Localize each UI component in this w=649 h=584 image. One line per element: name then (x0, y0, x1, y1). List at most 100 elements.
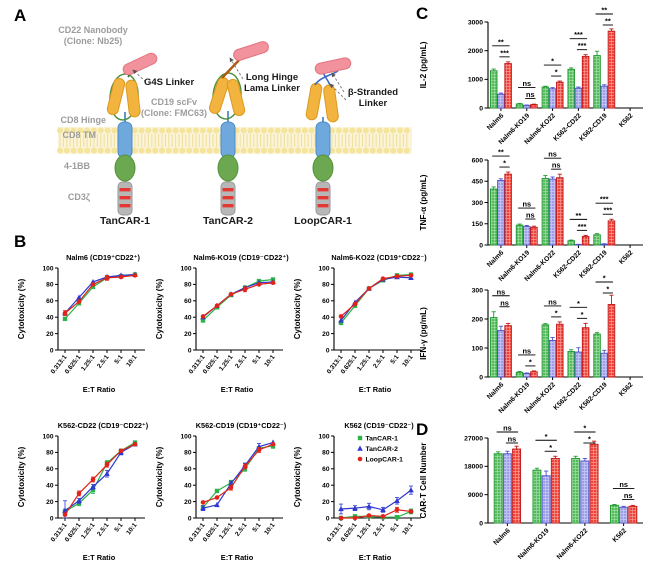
svg-text:80: 80 (322, 282, 330, 289)
svg-text:TNF-α (pg/mL): TNF-α (pg/mL) (419, 174, 428, 230)
svg-text:K562: K562 (618, 381, 635, 398)
svg-text:18000: 18000 (464, 464, 483, 471)
svg-text:ns: ns (522, 200, 531, 209)
chart-cytotoxicity-nalm6-ko19: Nalm6-KO19 (CD19⁻CD22⁺) Cytotoxicity (%) 0… (150, 246, 289, 414)
svg-text:*: * (545, 432, 548, 441)
svg-text:1000: 1000 (468, 77, 483, 84)
svg-text:3000: 3000 (468, 19, 483, 26)
svg-text:60: 60 (184, 466, 192, 473)
chart-tnf-alpha: TNF-α (pg/mL) 0 150 300 450 600 Nalm6 ** * Nalm6-… (412, 148, 649, 294)
svg-text:E:T Ratio: E:T Ratio (221, 385, 254, 394)
svg-text:600: 600 (472, 157, 484, 164)
car-construct-diagram (57, 41, 412, 216)
chart-cytotoxicity-nalm6: Nalm6 (CD19⁺CD22⁺) Cytotoxicity (%) 0 20 40 6… (12, 246, 148, 414)
svg-text:0: 0 (50, 347, 54, 354)
svg-text:0: 0 (188, 515, 192, 522)
chart-cytotoxicity-k562-cd22: K562-CD22 (CD19⁻CD22⁺) Cytotoxicity (%) 0 2… (12, 414, 149, 582)
svg-text:1.25:1: 1.25:1 (356, 522, 373, 541)
svg-text:0: 0 (479, 105, 483, 112)
svg-text:2.5:1: 2.5:1 (96, 522, 111, 538)
svg-text:***: *** (604, 206, 613, 215)
chart-cart-cell-number: CAR-T Cell Number 0 9000 18000 27000 Nalm6 ns n… (412, 424, 649, 584)
svg-text:Nalm6: Nalm6 (486, 112, 506, 132)
svg-text:5:1: 5:1 (113, 354, 124, 366)
bar-chart-tnfa: TNF-α (pg/mL)0150300450600Nalm6***Nalm6-… (419, 148, 643, 283)
svg-text:0: 0 (479, 242, 483, 249)
label-tancar-2: TanCAR-2 (203, 215, 253, 227)
svg-text:Nalm6-KO22 (CD19⁺CD22⁻): Nalm6-KO22 (CD19⁺CD22⁻) (331, 253, 427, 262)
svg-text:20: 20 (322, 499, 330, 506)
svg-text:1.25:1: 1.25:1 (218, 522, 235, 541)
svg-text:Cytotoxicity (%): Cytotoxicity (%) (155, 446, 164, 507)
svg-text:TanCAR-1: TanCAR-1 (366, 435, 399, 442)
svg-text:40: 40 (184, 483, 192, 490)
svg-text:Nalm6: Nalm6 (492, 527, 512, 547)
svg-text:*: * (529, 357, 532, 366)
svg-text:ns: ns (526, 211, 535, 220)
svg-text:*: * (555, 308, 558, 317)
svg-text:ns: ns (497, 287, 506, 296)
svg-text:ns: ns (522, 79, 531, 88)
svg-text:ns: ns (500, 298, 509, 307)
svg-text:K562 (CD19⁻CD22⁻): K562 (CD19⁻CD22⁻) (344, 421, 414, 430)
svg-text:Cytotoxicity (%): Cytotoxicity (%) (293, 446, 302, 507)
svg-text:Nalm6: Nalm6 (486, 381, 506, 401)
svg-text:300: 300 (472, 287, 484, 294)
svg-text:10:1: 10:1 (263, 354, 277, 369)
svg-text:***: *** (500, 48, 509, 57)
svg-text:0: 0 (479, 520, 483, 527)
svg-text:***: *** (600, 195, 609, 204)
svg-text:ns: ns (508, 435, 517, 444)
line-chart-k562-cd22: K562-CD22 (CD19⁻CD22⁺) Cytotoxicity (%) 0 2… (17, 421, 149, 562)
svg-text:TanCAR-2: TanCAR-2 (366, 446, 399, 453)
svg-text:60: 60 (322, 298, 330, 305)
svg-text:60: 60 (46, 466, 54, 473)
svg-text:ns: ns (548, 150, 557, 159)
label-cd8-tm: CD8 TM (62, 130, 97, 140)
svg-text:100: 100 (472, 345, 484, 352)
bar-chart-ifng: IFN-γ (pg/mL)0100200300Nalm6nsnsNalm6-KO… (419, 274, 643, 415)
svg-text:20: 20 (46, 499, 54, 506)
svg-text:10:1: 10:1 (263, 522, 277, 537)
svg-text:9000: 9000 (468, 492, 483, 499)
label-long-hinge-lama-linker: Long Hinge Lama Linker (244, 72, 300, 95)
label-beta-stranded-linker: β-Stranded Linker (347, 87, 399, 110)
svg-text:1.25:1: 1.25:1 (80, 522, 97, 541)
svg-text:K562-CD19 (CD19⁺CD22⁻): K562-CD19 (CD19⁺CD22⁻) (196, 421, 287, 430)
chart-cytotoxicity-k562: K562 (CD19⁻CD22⁻) Cytotoxicity (%) 0 20 40 60… (288, 414, 424, 582)
svg-text:80: 80 (184, 282, 192, 289)
panel-b-label: B (14, 232, 27, 251)
svg-text:CAR-T Cell Number: CAR-T Cell Number (419, 442, 428, 519)
svg-text:*: * (577, 299, 580, 308)
label-cd22-nanobody: CD22 Nanobody (Clone: Nb25) (58, 25, 128, 46)
svg-text:*: * (583, 424, 586, 433)
svg-text:20: 20 (322, 331, 330, 338)
chart-cytotoxicity-k562-cd19: K562-CD19 (CD19⁺CD22⁻) Cytotoxicity (%) 0 2… (150, 414, 287, 582)
svg-text:ns: ns (552, 161, 561, 170)
svg-text:40: 40 (322, 315, 330, 322)
svg-text:5:1: 5:1 (251, 522, 262, 534)
svg-text:E:T Ratio: E:T Ratio (83, 553, 116, 562)
svg-text:2.5:1: 2.5:1 (234, 522, 249, 538)
svg-text:Cytotoxicity (%): Cytotoxicity (%) (155, 278, 164, 339)
svg-text:60: 60 (322, 466, 330, 473)
svg-text:40: 40 (46, 483, 54, 490)
svg-text:40: 40 (322, 483, 330, 490)
svg-text:Nalm6 (CD19⁺CD22⁺): Nalm6 (CD19⁺CD22⁺) (66, 253, 140, 262)
bar-chart-il2: IL-2 (pg/mL)0100020003000Nalm6*****Nalm6… (419, 6, 643, 146)
svg-text:5:1: 5:1 (113, 522, 124, 534)
svg-text:2.5:1: 2.5:1 (96, 354, 111, 370)
svg-text:ns: ns (522, 346, 531, 355)
line-chart-nalm6: Nalm6 (CD19⁺CD22⁺) Cytotoxicity (%) 0 20 40 6… (17, 253, 145, 394)
bar-chart-cart-number: CAR-T Cell Number 0 9000 18000 27000 Nalm6 ns n… (419, 424, 643, 561)
svg-text:0: 0 (326, 515, 330, 522)
svg-text:**: ** (605, 17, 611, 26)
svg-text:80: 80 (184, 450, 192, 457)
svg-text:***: *** (574, 30, 583, 39)
svg-text:60: 60 (46, 298, 54, 305)
svg-text:100: 100 (42, 433, 53, 440)
svg-text:0: 0 (50, 515, 54, 522)
svg-text:5:1: 5:1 (251, 354, 262, 366)
svg-text:**: ** (601, 6, 607, 15)
chart-ifn-gamma: IFN-γ (pg/mL) 0 100 200 300 Nalm6 ns ns Nalm6-KO… (412, 274, 649, 428)
